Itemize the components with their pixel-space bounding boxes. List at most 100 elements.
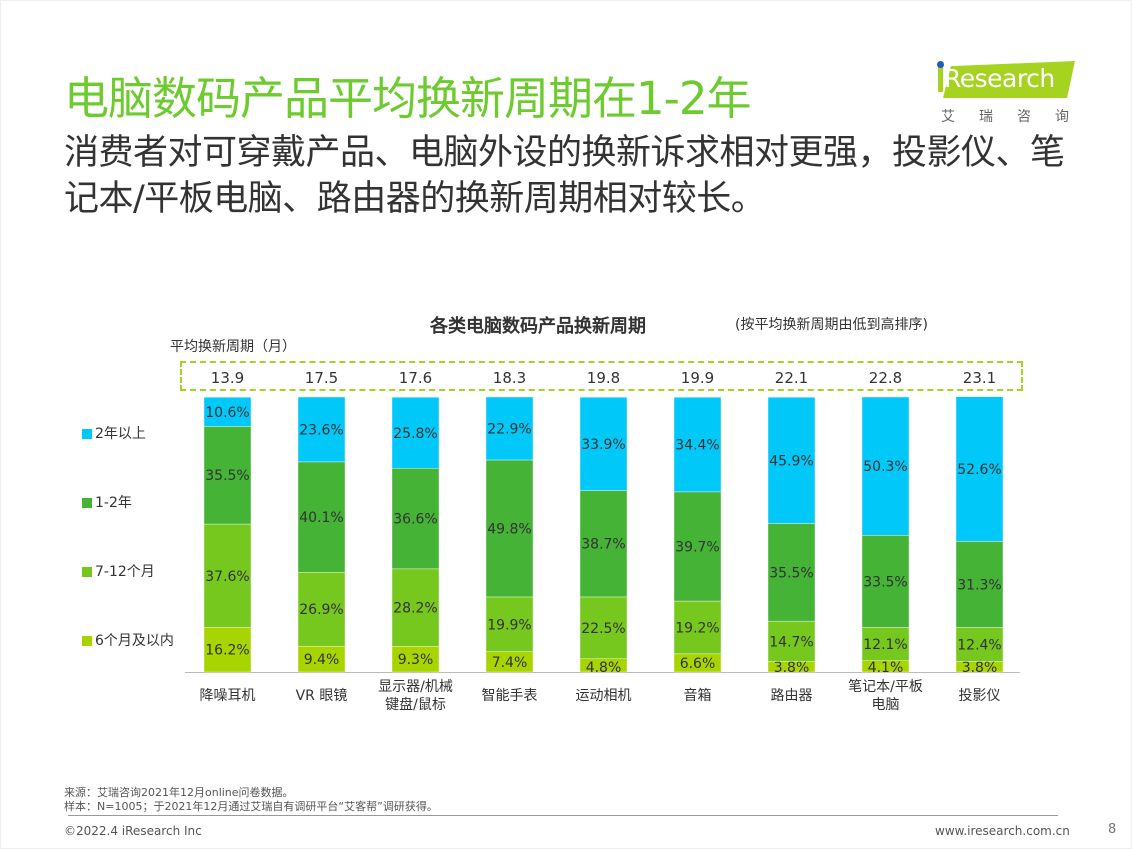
data-label: 23.6%: [299, 422, 343, 438]
data-label: 38.7%: [581, 537, 625, 553]
x-tick-label: 投影仪: [958, 688, 1001, 704]
footer-divider: [68, 815, 1058, 816]
bar-segment: [767, 523, 816, 622]
bar-segment: [579, 490, 628, 598]
legend-label: 1-2年: [95, 495, 132, 511]
website-link[interactable]: www.iresearch.com.cn: [935, 824, 1070, 838]
data-label: 7.4%: [492, 655, 528, 671]
avg-period-value: 13.9: [210, 369, 245, 387]
bar-segment: [203, 523, 252, 628]
legend-swatch: [82, 567, 92, 577]
x-tick-label: 音箱: [683, 688, 712, 704]
bar-segment: [673, 600, 722, 655]
legend-swatch: [82, 429, 92, 439]
data-label: 12.1%: [863, 637, 907, 653]
bar-segment: [767, 620, 816, 662]
avg-period-value: 19.8: [586, 369, 621, 387]
bar-segment: [391, 568, 440, 647]
avg-period-label: 平均换新周期（月）: [170, 339, 296, 355]
bar-segment: [861, 396, 910, 536]
data-label: 33.9%: [581, 437, 625, 453]
data-label: 35.5%: [769, 565, 813, 581]
bar-segment: [203, 627, 252, 673]
bar-segment: [391, 468, 440, 570]
data-label: 40.1%: [299, 510, 343, 526]
x-tick-label: 笔记本/平板 电脑: [848, 679, 923, 713]
data-label: 25.8%: [393, 426, 437, 442]
avg-period-value: 17.6: [398, 369, 433, 387]
data-label: 6.6%: [680, 656, 716, 672]
logo-badge: [943, 61, 1075, 98]
data-label: 3.8%: [774, 660, 810, 676]
legend-item: 1-2年: [82, 492, 132, 512]
source-text: 来源：艾瑞咨询2021年12月online问卷数据。: [64, 786, 294, 799]
avg-period-value: 23.1: [962, 369, 997, 387]
avg-period-value: 22.1: [774, 369, 809, 387]
data-label: 22.5%: [581, 621, 625, 637]
bar-segment: [297, 396, 346, 463]
bar-segment: [673, 491, 722, 602]
iresearch-logo: Research 艾瑞咨询: [935, 58, 1080, 130]
avg-period-box: [180, 361, 1023, 391]
data-label: 37.6%: [205, 569, 249, 585]
data-label: 26.9%: [299, 602, 343, 618]
legend-swatch: [82, 498, 92, 508]
legend-label: 6个月及以内: [95, 633, 174, 649]
logo-brand-text: Research: [944, 64, 1055, 93]
bar-segment: [767, 397, 816, 524]
data-label: 12.4%: [957, 638, 1001, 654]
bar-segment: [955, 541, 1004, 628]
chart-title: 各类电脑数码产品换新周期: [430, 316, 646, 337]
data-label: 45.9%: [769, 453, 813, 469]
logo-brand-cn: 艾瑞咨询: [941, 109, 1093, 125]
legend-item: 7-12个月: [82, 561, 155, 581]
bar-segment: [485, 396, 534, 461]
data-label: 31.3%: [957, 577, 1001, 593]
data-label: 50.3%: [863, 459, 907, 475]
x-tick-label: 显示器/机械 键盘/鼠标: [378, 679, 453, 713]
bar-segment: [861, 535, 910, 628]
data-label: 16.2%: [205, 643, 249, 659]
data-label: 36.6%: [393, 512, 437, 528]
x-tick-label: 降噪耳机: [199, 688, 256, 704]
bar-segment: [203, 426, 252, 525]
legend-label: 7-12个月: [95, 564, 155, 580]
avg-period-value: 22.8: [868, 369, 903, 387]
data-label: 3.8%: [962, 660, 998, 676]
legend-item: 6个月及以内: [82, 630, 174, 650]
bar-segment: [579, 596, 628, 659]
bar-segment: [203, 397, 252, 427]
chart-note: (按平均换新周期由低到高排序): [735, 317, 928, 333]
bar-segment: [579, 397, 628, 491]
x-tick-label: 智能手表: [481, 688, 538, 704]
bar-segment: [955, 396, 1004, 542]
avg-period-value: 17.5: [304, 369, 339, 387]
data-label: 28.2%: [393, 601, 437, 617]
logo-i-stem: [938, 66, 943, 92]
legend-label: 2年以上: [95, 426, 146, 442]
data-label: 52.6%: [957, 462, 1001, 478]
logo-dot-icon: [937, 61, 944, 68]
data-label: 19.9%: [487, 617, 531, 633]
data-label: 9.3%: [398, 652, 434, 668]
data-label: 4.1%: [868, 660, 904, 676]
data-label: 14.7%: [769, 634, 813, 650]
legend-swatch: [82, 636, 92, 646]
data-label: 9.4%: [304, 652, 340, 668]
data-label: 19.2%: [675, 620, 719, 636]
sample-text: 样本：N=1005；于2021年12月通过艾瑞自有调研平台“艾客帮”调研获得。: [64, 800, 438, 813]
data-label: 33.5%: [863, 574, 907, 590]
data-label: 49.8%: [487, 521, 531, 537]
data-label: 10.6%: [205, 405, 249, 421]
source-note: 来源：艾瑞咨询2021年12月online问卷数据。 样本：N=1005；于20…: [64, 786, 438, 814]
data-label: 34.4%: [675, 438, 719, 454]
page-title: 电脑数码产品平均换新周期在1-2年: [64, 72, 751, 125]
bar-segment: [297, 461, 346, 573]
page-number: 8: [1108, 822, 1117, 837]
bar-segment: [485, 596, 534, 652]
data-label: 4.8%: [586, 660, 622, 676]
bar-segment: [673, 397, 722, 493]
data-label: 35.5%: [205, 468, 249, 484]
x-tick-label: 路由器: [770, 688, 813, 704]
